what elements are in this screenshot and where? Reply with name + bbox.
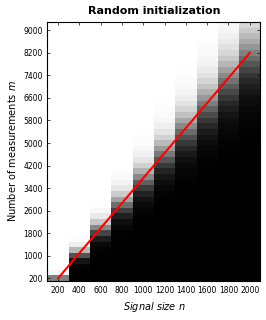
X-axis label: Signal size $n$: Signal size $n$ xyxy=(123,300,185,315)
Y-axis label: Number of measurements $m$: Number of measurements $m$ xyxy=(6,80,18,222)
Title: Random initialization: Random initialization xyxy=(88,5,220,16)
